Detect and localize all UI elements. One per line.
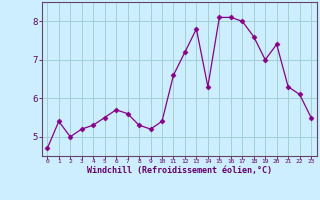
X-axis label: Windchill (Refroidissement éolien,°C): Windchill (Refroidissement éolien,°C) (87, 166, 272, 175)
